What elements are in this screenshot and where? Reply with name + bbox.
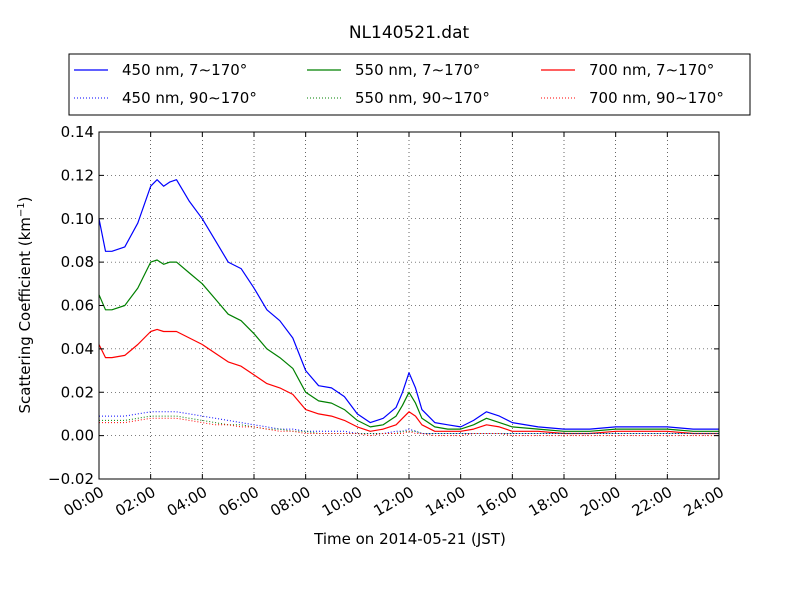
y-tick-label: 0.04 [61,340,94,358]
x-tick-labels: 00:00 02:00 04:00 06:00 08:00 10:00 12:00 14:00… [61,483,727,520]
x-tick-label: 06:00 [216,483,262,520]
legend-label: 450 nm, 90∼170° [122,89,257,107]
x-tick-label: 02:00 [112,483,158,520]
series-line [98,328,719,435]
y-axis-label-sup: −1 [16,202,27,217]
series-line [99,411,719,434]
x-tick-label: 24:00 [681,483,727,520]
y-tick-label: 0.08 [61,253,94,271]
x-tick-label: 10:00 [319,483,365,520]
y-tick-label: 0.00 [61,427,94,445]
series-line [99,417,719,437]
ticks [98,131,720,480]
x-tick-label: 20:00 [577,483,623,520]
legend-label: 450 nm, 7∼170° [122,61,247,79]
legend: 450 nm, 7∼170° 550 nm, 7∼170° 700 nm, 7∼17… [68,53,751,116]
x-tick-label: 14:00 [422,483,468,520]
x-tick-label: 22:00 [629,483,675,520]
y-tick-label: 0.14 [61,123,94,141]
legend-label: 700 nm, 90∼170° [589,89,724,107]
x-tick-label: 18:00 [526,483,572,520]
legend-frame [68,53,751,116]
legend-label: 700 nm, 7∼170° [589,61,714,79]
y-axis-label-close: ) [16,196,34,202]
x-tick-label: 12:00 [371,483,417,520]
x-tick-label: 08:00 [267,483,313,520]
y-tick-labels: −0.02 0.00 0.02 0.04 0.06 0.08 0.10 0.12 0.14 [48,123,94,488]
x-axis-label: Time on 2014-05-21 (JST) [313,530,506,548]
x-tick-label: 00:00 [61,483,107,520]
series-layer [98,179,719,437]
y-tick-label: 0.12 [61,166,94,184]
chart-title: NL140521.dat [349,23,470,43]
y-tick-label: 0.02 [61,383,94,401]
y-tick-label: 0.06 [61,297,94,315]
y-tick-label: −0.02 [48,470,94,488]
legend-label: 550 nm, 90∼170° [355,89,490,107]
y-axis-label: Scattering Coefficient (km−1) [16,196,34,413]
series-line [98,259,719,432]
x-tick-label: 04:00 [164,483,210,520]
legend-label: 550 nm, 7∼170° [355,61,480,79]
y-tick-label: 0.10 [61,210,94,228]
x-tick-label: 16:00 [474,483,520,520]
series-line [98,179,719,430]
y-axis-label-main: Scattering Coefficient (km [16,217,34,413]
